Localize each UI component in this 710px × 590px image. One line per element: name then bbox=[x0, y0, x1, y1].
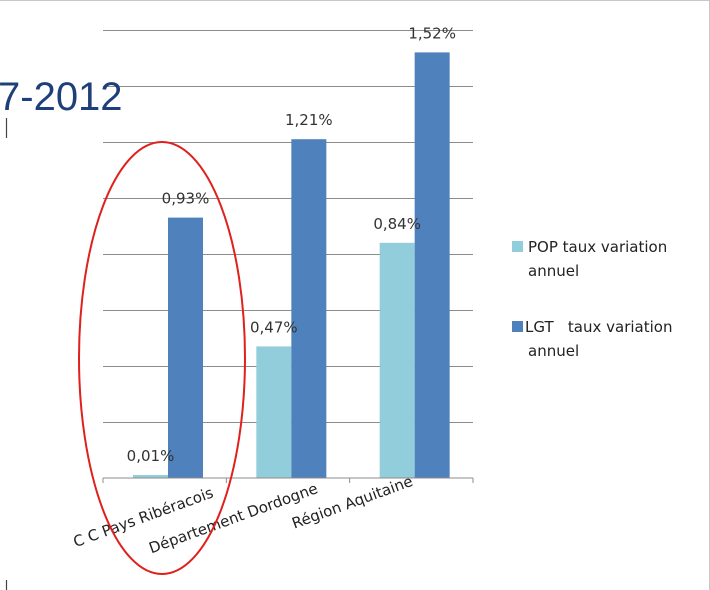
slide-title: 7-2012 bbox=[0, 75, 123, 119]
data-label-lgt-0: 0,93% bbox=[162, 190, 210, 208]
x-axis-ticks bbox=[102, 478, 474, 483]
legend-label-lgt-line1: LGT taux variation bbox=[525, 318, 672, 336]
bar-lgt-1 bbox=[291, 139, 327, 478]
bar-lgt-2 bbox=[414, 52, 450, 479]
data-label-pop-1: 0,47% bbox=[250, 318, 298, 336]
legend-label-lgt-line2: annuel bbox=[528, 342, 579, 360]
bar-pop-0 bbox=[133, 475, 168, 478]
highlight-ellipse bbox=[78, 141, 246, 575]
legend: POP taux variation annuel LGT taux varia… bbox=[512, 238, 672, 360]
legend-swatch-lgt bbox=[512, 321, 523, 332]
data-label-pop-0: 0,01% bbox=[127, 447, 175, 465]
bar-lgt-0 bbox=[168, 217, 203, 478]
legend-label-pop-line1: POP taux variation bbox=[528, 238, 667, 256]
data-label-lgt-1: 1,21% bbox=[285, 111, 333, 129]
legend-swatch-pop bbox=[512, 241, 523, 252]
legend-label-pop-line2: annuel bbox=[528, 262, 579, 280]
bar-pop-1 bbox=[256, 346, 292, 478]
bars bbox=[133, 52, 450, 479]
bar-pop-2 bbox=[379, 242, 415, 478]
data-label-lgt-2: 1,52% bbox=[408, 24, 456, 42]
data-label-pop-2: 0,84% bbox=[373, 215, 421, 233]
data-labels: 0,01% 0,47% 0,84% 0,93% 1,21% 1,52% bbox=[127, 24, 456, 465]
